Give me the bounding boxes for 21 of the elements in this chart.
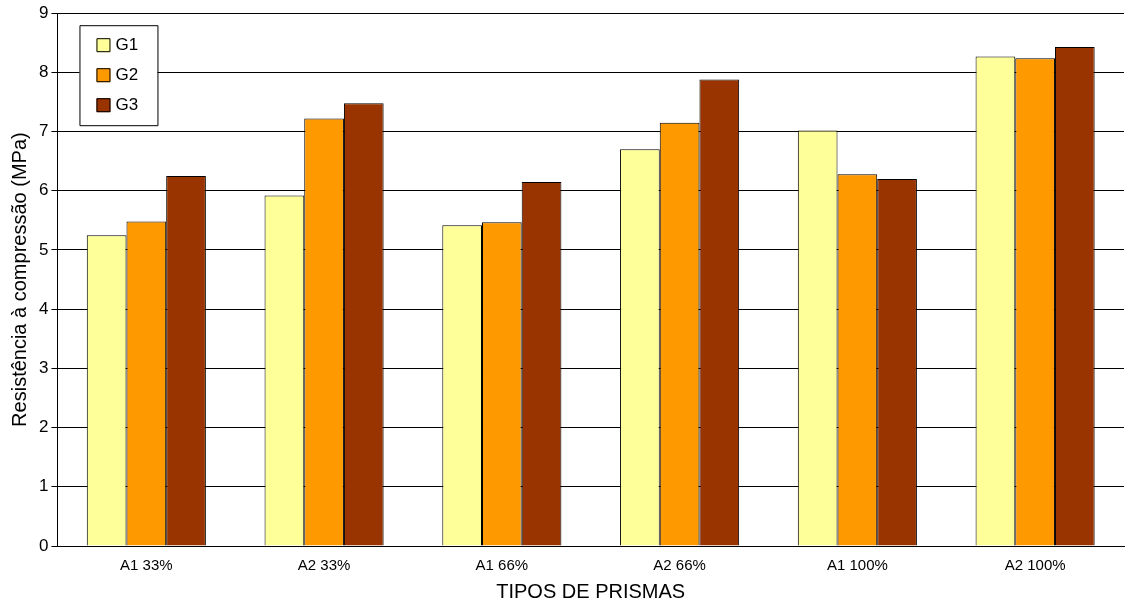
x-tick-label: A2 33% [297,556,351,574]
y-tick-label: 0 [38,535,49,555]
legend-label: G2 [115,64,139,84]
y-tick-label: 3 [38,358,49,378]
x-axis-title: TIPOS DE PRISMAS [496,579,686,602]
y-tick-label: 8 [38,62,49,82]
x-tick-label: A1 100% [826,556,888,574]
y-tick-label: 4 [38,298,49,318]
y-tick-label: 6 [38,180,49,200]
y-tick-label: 5 [38,239,49,259]
y-tick-label: 9 [38,2,49,22]
y-tick-label: 7 [38,121,49,141]
x-tick-label: A1 33% [120,556,173,574]
y-axis-title: Resistência à compressão (MPa) [7,132,30,427]
y-tick-label: 2 [38,417,49,437]
x-tick-label: A2 100% [1004,556,1066,574]
x-tick-label: A2 66% [653,556,706,574]
x-tick-label: A1 66% [475,556,529,574]
y-tick-label: 1 [38,476,49,496]
legend-label: G1 [115,34,139,54]
legend-label: G3 [115,94,139,114]
